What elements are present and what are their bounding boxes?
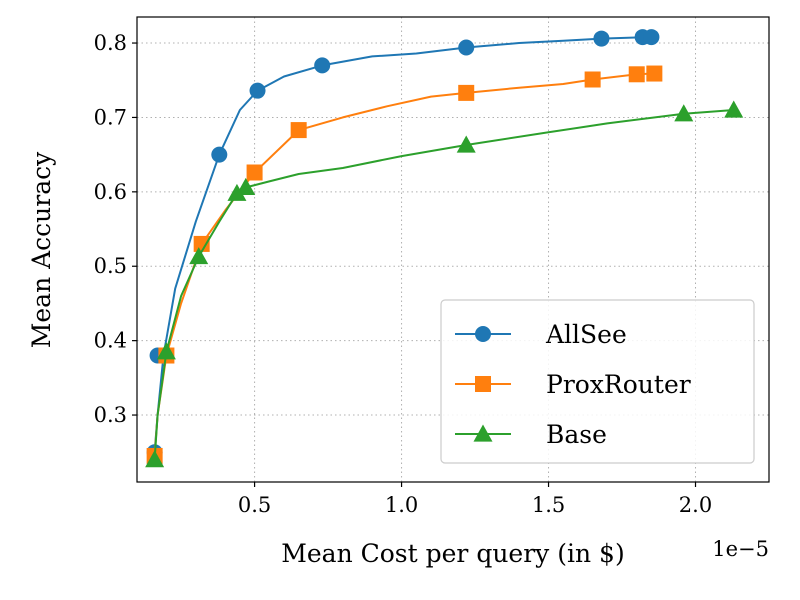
y-tick-label: 0.4 — [94, 329, 127, 353]
data-point-allsee — [249, 82, 266, 99]
legend-marker-allsee — [475, 326, 491, 342]
legend-box — [440, 299, 755, 464]
data-point-allsee — [211, 146, 228, 163]
data-point-allsee — [314, 57, 331, 74]
legend: AllSee ProxRouter Base — [440, 299, 755, 464]
data-point-base — [724, 100, 744, 118]
legend-item-allsee: AllSee — [455, 320, 627, 349]
data-point-proxrouter — [628, 66, 645, 83]
x-tick-label: 1.5 — [532, 493, 565, 517]
legend-label-proxrouter: ProxRouter — [546, 370, 691, 399]
data-point-allsee — [458, 39, 475, 56]
y-tick-label: 0.8 — [94, 31, 127, 55]
series-layer — [145, 29, 744, 468]
y-tick-label: 0.6 — [94, 180, 127, 204]
data-point-allsee — [593, 30, 610, 47]
x-tick-label: 2.0 — [679, 493, 712, 517]
series-line-base — [153, 109, 734, 460]
data-point-proxrouter — [458, 84, 475, 101]
data-point-proxrouter — [290, 122, 307, 139]
data-point-base — [456, 135, 476, 153]
y-tick-label: 0.5 — [94, 254, 127, 278]
data-point-proxrouter — [646, 65, 663, 82]
plot-frame — [136, 16, 770, 483]
data-point-base — [189, 247, 209, 265]
data-point-base — [156, 342, 176, 360]
data-point-base — [236, 177, 256, 195]
y-tick-label: 0.7 — [94, 105, 127, 129]
series-line-proxrouter — [153, 72, 655, 457]
legend-item-proxrouter: ProxRouter — [455, 370, 691, 399]
legend-item-base: Base — [455, 420, 607, 449]
data-point-base — [674, 104, 694, 122]
x-axis-label: Mean Cost per query (in $) — [281, 539, 624, 568]
data-point-base — [145, 450, 165, 468]
x-offset-text: 1e−5 — [712, 537, 769, 561]
data-point-proxrouter — [584, 71, 601, 88]
data-point-proxrouter — [246, 164, 263, 181]
legend-marker-proxrouter — [475, 376, 491, 392]
series-base — [145, 100, 744, 468]
data-point-base — [227, 183, 247, 201]
data-point-allsee — [643, 29, 660, 46]
data-point-proxrouter — [193, 235, 210, 252]
x-tick-label: 1.0 — [385, 493, 418, 517]
y-tick-label: 0.3 — [94, 403, 127, 427]
y-axis-label: Mean Accuracy — [27, 151, 56, 348]
series-line-allsee — [153, 36, 652, 453]
legend-label-base: Base — [546, 420, 607, 449]
ticks: 0.5 1.0 1.5 2.0 0.3 0.4 0.5 0.6 0.7 0.8 — [94, 31, 713, 517]
x-tick-label: 0.5 — [238, 493, 271, 517]
legend-marker-base — [473, 424, 493, 442]
legend-label-allsee: AllSee — [545, 320, 627, 349]
